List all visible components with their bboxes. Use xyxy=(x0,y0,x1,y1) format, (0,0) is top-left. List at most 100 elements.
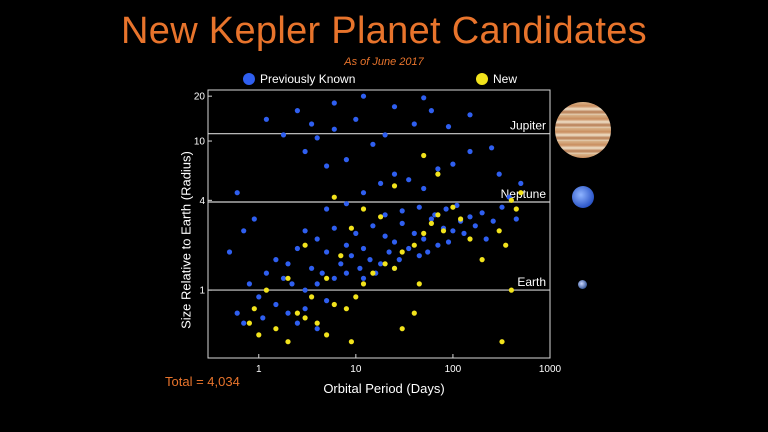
data-point-previously-known xyxy=(443,206,449,212)
data-point-previously-known xyxy=(406,177,412,183)
data-point-previously-known xyxy=(399,208,405,214)
data-point-previously-known xyxy=(302,306,308,312)
data-point-new xyxy=(285,275,291,281)
legend-label-previous: Previously Known xyxy=(260,72,356,86)
data-point-previously-known xyxy=(467,148,473,155)
data-point-new xyxy=(348,225,354,231)
x-tick-label: 1 xyxy=(256,364,262,375)
data-point-previously-known xyxy=(314,326,320,332)
data-point-new xyxy=(479,257,485,263)
data-point-previously-known xyxy=(263,270,269,276)
data-point-new xyxy=(503,242,509,248)
data-point-previously-known xyxy=(399,220,405,226)
x-tick-label: 1000 xyxy=(539,364,562,375)
data-point-previously-known xyxy=(454,202,460,208)
data-point-previously-known xyxy=(285,310,291,316)
reference-label-earth: Earth xyxy=(517,275,546,289)
data-point-previously-known xyxy=(391,171,398,177)
data-point-previously-known xyxy=(226,249,233,255)
data-point-previously-known xyxy=(382,212,388,218)
data-point-previously-known xyxy=(331,275,337,281)
data-point-new xyxy=(331,301,337,308)
data-point-new xyxy=(382,261,388,267)
data-point-new xyxy=(391,183,398,189)
data-point-previously-known xyxy=(289,281,295,287)
data-point-previously-known xyxy=(285,261,291,267)
data-point-new xyxy=(251,306,257,312)
jupiter-image xyxy=(555,102,611,158)
data-point-previously-known xyxy=(314,281,320,287)
data-point-new xyxy=(285,339,291,345)
data-point-previously-known xyxy=(343,201,349,207)
data-point-previously-known xyxy=(294,320,300,326)
data-point-previously-known xyxy=(280,275,287,281)
data-point-previously-known xyxy=(280,132,287,138)
data-point-previously-known xyxy=(353,230,359,236)
data-point-previously-known xyxy=(343,242,349,248)
data-point-previously-known xyxy=(450,161,456,167)
data-point-previously-known xyxy=(343,270,349,276)
data-point-previously-known xyxy=(461,230,467,236)
data-point-previously-known xyxy=(421,185,427,192)
reference-label-neptune: Neptune xyxy=(501,187,547,201)
y-tick-label: 20 xyxy=(194,92,206,103)
legend-label-new: New xyxy=(493,72,518,86)
data-point-previously-known xyxy=(263,116,269,122)
data-point-new xyxy=(399,249,405,255)
data-point-previously-known xyxy=(360,275,367,281)
data-point-previously-known xyxy=(314,236,320,242)
data-point-previously-known xyxy=(324,163,330,169)
data-point-previously-known xyxy=(273,301,279,308)
data-point-previously-known xyxy=(490,218,496,224)
data-point-previously-known xyxy=(382,132,388,138)
data-point-new xyxy=(360,206,367,212)
data-point-previously-known xyxy=(472,223,478,229)
data-point-new xyxy=(496,228,502,234)
data-point-new xyxy=(256,332,262,338)
data-point-new xyxy=(499,339,505,345)
data-point-previously-known xyxy=(294,245,300,252)
data-point-previously-known xyxy=(331,100,337,106)
data-point-new xyxy=(314,320,320,326)
total-count: Total = 4,034 xyxy=(165,374,240,389)
data-point-new xyxy=(467,236,473,242)
data-point-new xyxy=(343,306,349,312)
data-point-previously-known xyxy=(302,228,308,234)
data-point-new xyxy=(338,253,344,259)
legend-previously-known: Previously Known xyxy=(243,72,355,86)
earth-image xyxy=(578,280,587,289)
data-point-new xyxy=(324,275,330,281)
data-point-previously-known xyxy=(416,204,422,210)
data-point-previously-known xyxy=(338,261,344,267)
data-point-previously-known xyxy=(251,216,257,222)
data-point-new xyxy=(391,265,398,271)
data-point-new xyxy=(518,190,524,196)
x-tick-label: 100 xyxy=(445,364,462,375)
legend-new: New xyxy=(476,72,517,86)
data-point-new xyxy=(294,310,300,316)
data-point-previously-known xyxy=(416,253,422,259)
y-tick-label: 10 xyxy=(194,137,206,148)
data-point-new xyxy=(411,310,417,316)
data-point-new xyxy=(370,270,376,276)
data-point-previously-known xyxy=(406,245,412,252)
data-point-previously-known xyxy=(425,249,431,255)
data-point-previously-known xyxy=(428,216,434,222)
data-point-previously-known xyxy=(445,239,452,245)
data-point-previously-known xyxy=(367,257,373,263)
data-point-previously-known xyxy=(246,281,252,287)
data-point-previously-known xyxy=(331,126,337,132)
data-point-previously-known xyxy=(309,121,315,127)
data-point-previously-known xyxy=(382,233,388,239)
data-point-previously-known xyxy=(241,228,247,234)
chart-subtitle: As of June 2017 xyxy=(344,56,424,68)
data-point-previously-known xyxy=(273,257,279,263)
data-point-new xyxy=(309,294,315,300)
data-point-new xyxy=(324,332,330,338)
data-point-previously-known xyxy=(234,190,240,196)
data-point-previously-known xyxy=(378,180,384,186)
data-point-new xyxy=(273,326,279,332)
data-point-new xyxy=(353,294,359,300)
data-point-previously-known xyxy=(260,315,266,321)
